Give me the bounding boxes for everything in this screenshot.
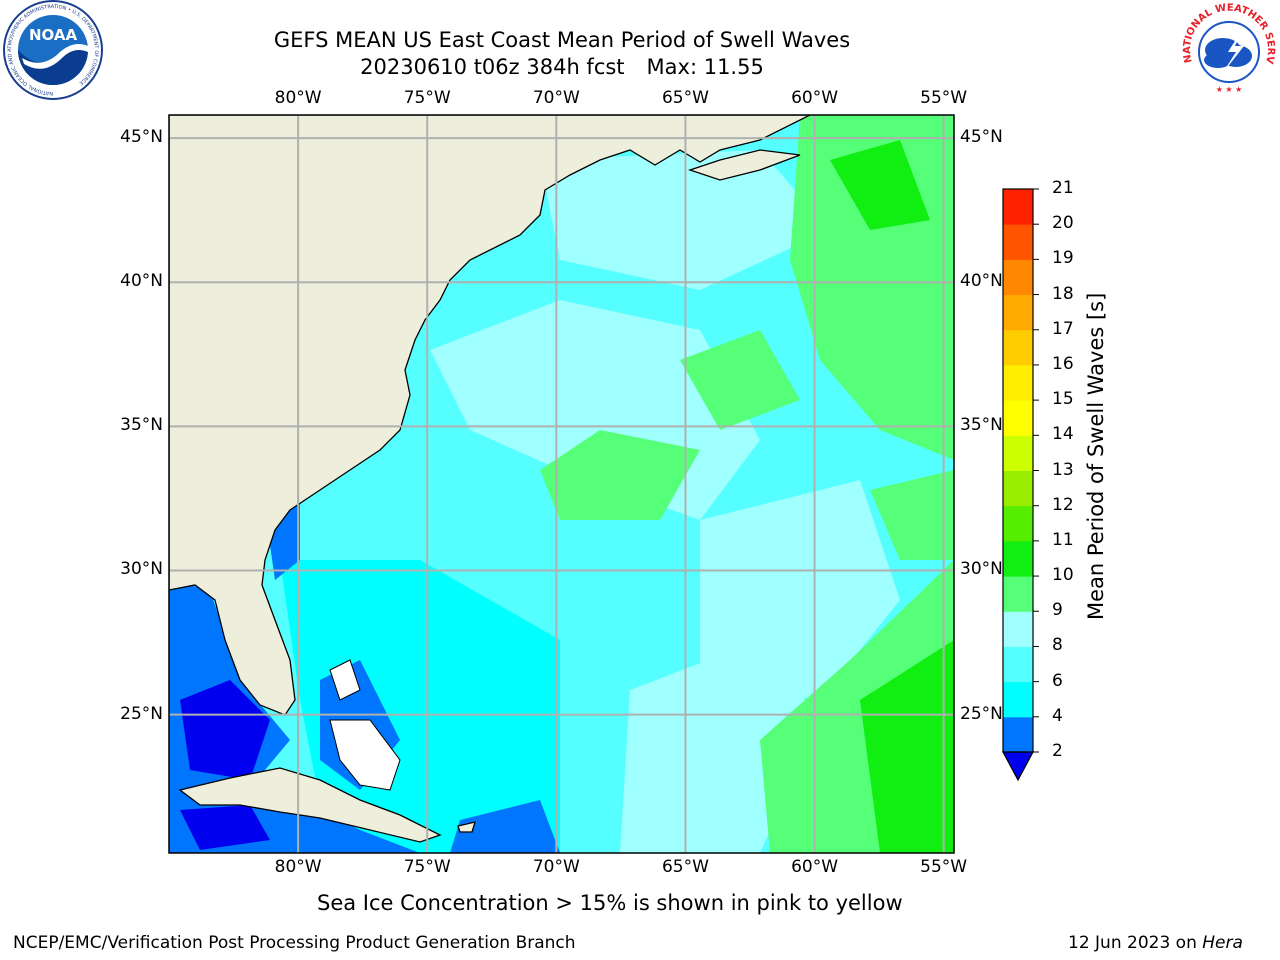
land-cuba [178, 767, 442, 843]
colorbar-segment [1003, 540, 1033, 577]
colorbar-segment [1003, 470, 1033, 507]
colorbar-tick-label: 15 [1052, 389, 1074, 410]
field-gulf-deep [180, 680, 270, 780]
lon-tick-label: 60°W [791, 88, 839, 108]
field-carib-deep [180, 805, 270, 850]
lat-tick-label: 35°N [960, 415, 1003, 436]
lat-tick-label: 45°N [960, 127, 1003, 148]
colorbar-segment [1003, 576, 1033, 612]
noaa-logo: NATIONAL OCEANIC AND ATMOSPHERIC ADMINIS… [2, 0, 104, 100]
field-green-patch [680, 330, 800, 430]
field-green-dark-ne [830, 140, 930, 230]
colorbar-segment [1003, 329, 1033, 366]
colorbar-tick-label: 13 [1052, 459, 1074, 480]
forecast-label: 20230610 t06z 384h fcst [360, 55, 625, 79]
colorbar-segment [1003, 611, 1033, 647]
colorbar-segment [1003, 259, 1033, 296]
colorbar-segment [1003, 400, 1033, 436]
colorbar-segment [1003, 435, 1033, 471]
colorbar-tick-label: 12 [1052, 494, 1074, 515]
footer-branch: NCEP/EMC/Verification Post Processing Pr… [13, 933, 576, 953]
field-green-dark-se [860, 640, 954, 853]
lat-tick-label: 30°N [960, 559, 1003, 580]
lon-tick-label: 55°W [920, 88, 968, 108]
field-green-mid [540, 430, 700, 520]
colorbar-segment [1003, 505, 1033, 542]
land-hispaniola-tip [457, 821, 476, 833]
lon-tick-label: 75°W [403, 857, 451, 877]
colorbar-label: Mean Period of Swell Waves [s] [1084, 292, 1108, 620]
colorbar-segment [1003, 224, 1033, 260]
colorbar-tick-label: 8 [1052, 635, 1063, 656]
sea-ice-note: Sea Ice Concentration > 15% is shown in … [317, 891, 903, 915]
colorbar-tick-label: 19 [1052, 248, 1074, 269]
lon-tick-label: 65°W [661, 88, 709, 108]
colorbar-tick-label: 11 [1052, 529, 1074, 550]
colorbar-tick-label: 10 [1052, 565, 1074, 586]
lat-tick-label: 30°N [120, 559, 163, 580]
colorbar-tick-label: 16 [1052, 353, 1074, 374]
lon-tick-label: 80°W [274, 857, 322, 877]
lat-tick-label: 40°N [120, 271, 163, 292]
colorbar-segment [1003, 294, 1033, 331]
svg-text:★ ★ ★: ★ ★ ★ [1216, 85, 1243, 94]
lon-tick-label: 70°W [532, 88, 580, 108]
max-label: Max: 11.55 [646, 55, 764, 79]
nws-logo: NATIONAL WEATHER SERVICE ★ ★ ★ [1178, 0, 1280, 100]
lat-tick-label: 25°N [960, 703, 1003, 724]
land-nova-scotia [687, 149, 801, 181]
lon-tick-label: 75°W [403, 88, 451, 108]
field-south-blue [450, 800, 560, 853]
lon-tick-label: 65°W [661, 857, 709, 877]
colorbar-segment [1003, 364, 1033, 401]
colorbar-tick-label: 2 [1052, 741, 1063, 761]
plot-title: GEFS MEAN US East Coast Mean Period of S… [273, 28, 851, 52]
field-green-east [870, 470, 954, 560]
lat-tick-label: 40°N [960, 271, 1003, 292]
footer-host: Hera [1202, 933, 1243, 953]
colorbar-tick-label: 21 [1052, 178, 1074, 198]
lat-tick-label: 35°N [120, 415, 163, 436]
colorbar-segment [1003, 716, 1033, 753]
colorbar-tick-label: 9 [1052, 600, 1063, 621]
lon-tick-label: 60°W [791, 857, 839, 877]
colorbar-segment [1003, 646, 1033, 683]
colorbar-tick-label: 20 [1052, 213, 1074, 234]
footer-date-text: 12 Jun 2023 on [1068, 933, 1203, 953]
lon-tick-label: 80°W [274, 88, 322, 108]
colorbar-tick-label: 14 [1052, 424, 1074, 445]
lon-tick-label: 55°W [920, 857, 968, 877]
colorbar-tick-label: 6 [1052, 670, 1063, 691]
plot-subtitle: 20230610 t06z 384h fcst Max: 11.55 [0, 54, 1124, 80]
colorbar-segment [1003, 189, 1033, 225]
colorbar-segment [1003, 681, 1033, 718]
map-frame [168, 114, 955, 854]
lat-tick-label: 45°N [120, 127, 163, 148]
footer-date: 12 Jun 2023 on Hera [1068, 933, 1243, 953]
bahamas-bank-south [329, 719, 401, 791]
lon-tick-label: 70°W [532, 857, 580, 877]
colorbar-under-arrow [1001, 751, 1035, 782]
colorbar-tick-label: 18 [1052, 283, 1074, 304]
colorbar-tick-label: 4 [1052, 705, 1063, 726]
noaa-logo-text: NOAA [29, 26, 78, 44]
bahamas-bank-north [329, 659, 361, 701]
colorbar-tick-label: 17 [1052, 318, 1074, 339]
lat-tick-label: 25°N [120, 703, 163, 724]
land-north-america [169, 115, 811, 716]
